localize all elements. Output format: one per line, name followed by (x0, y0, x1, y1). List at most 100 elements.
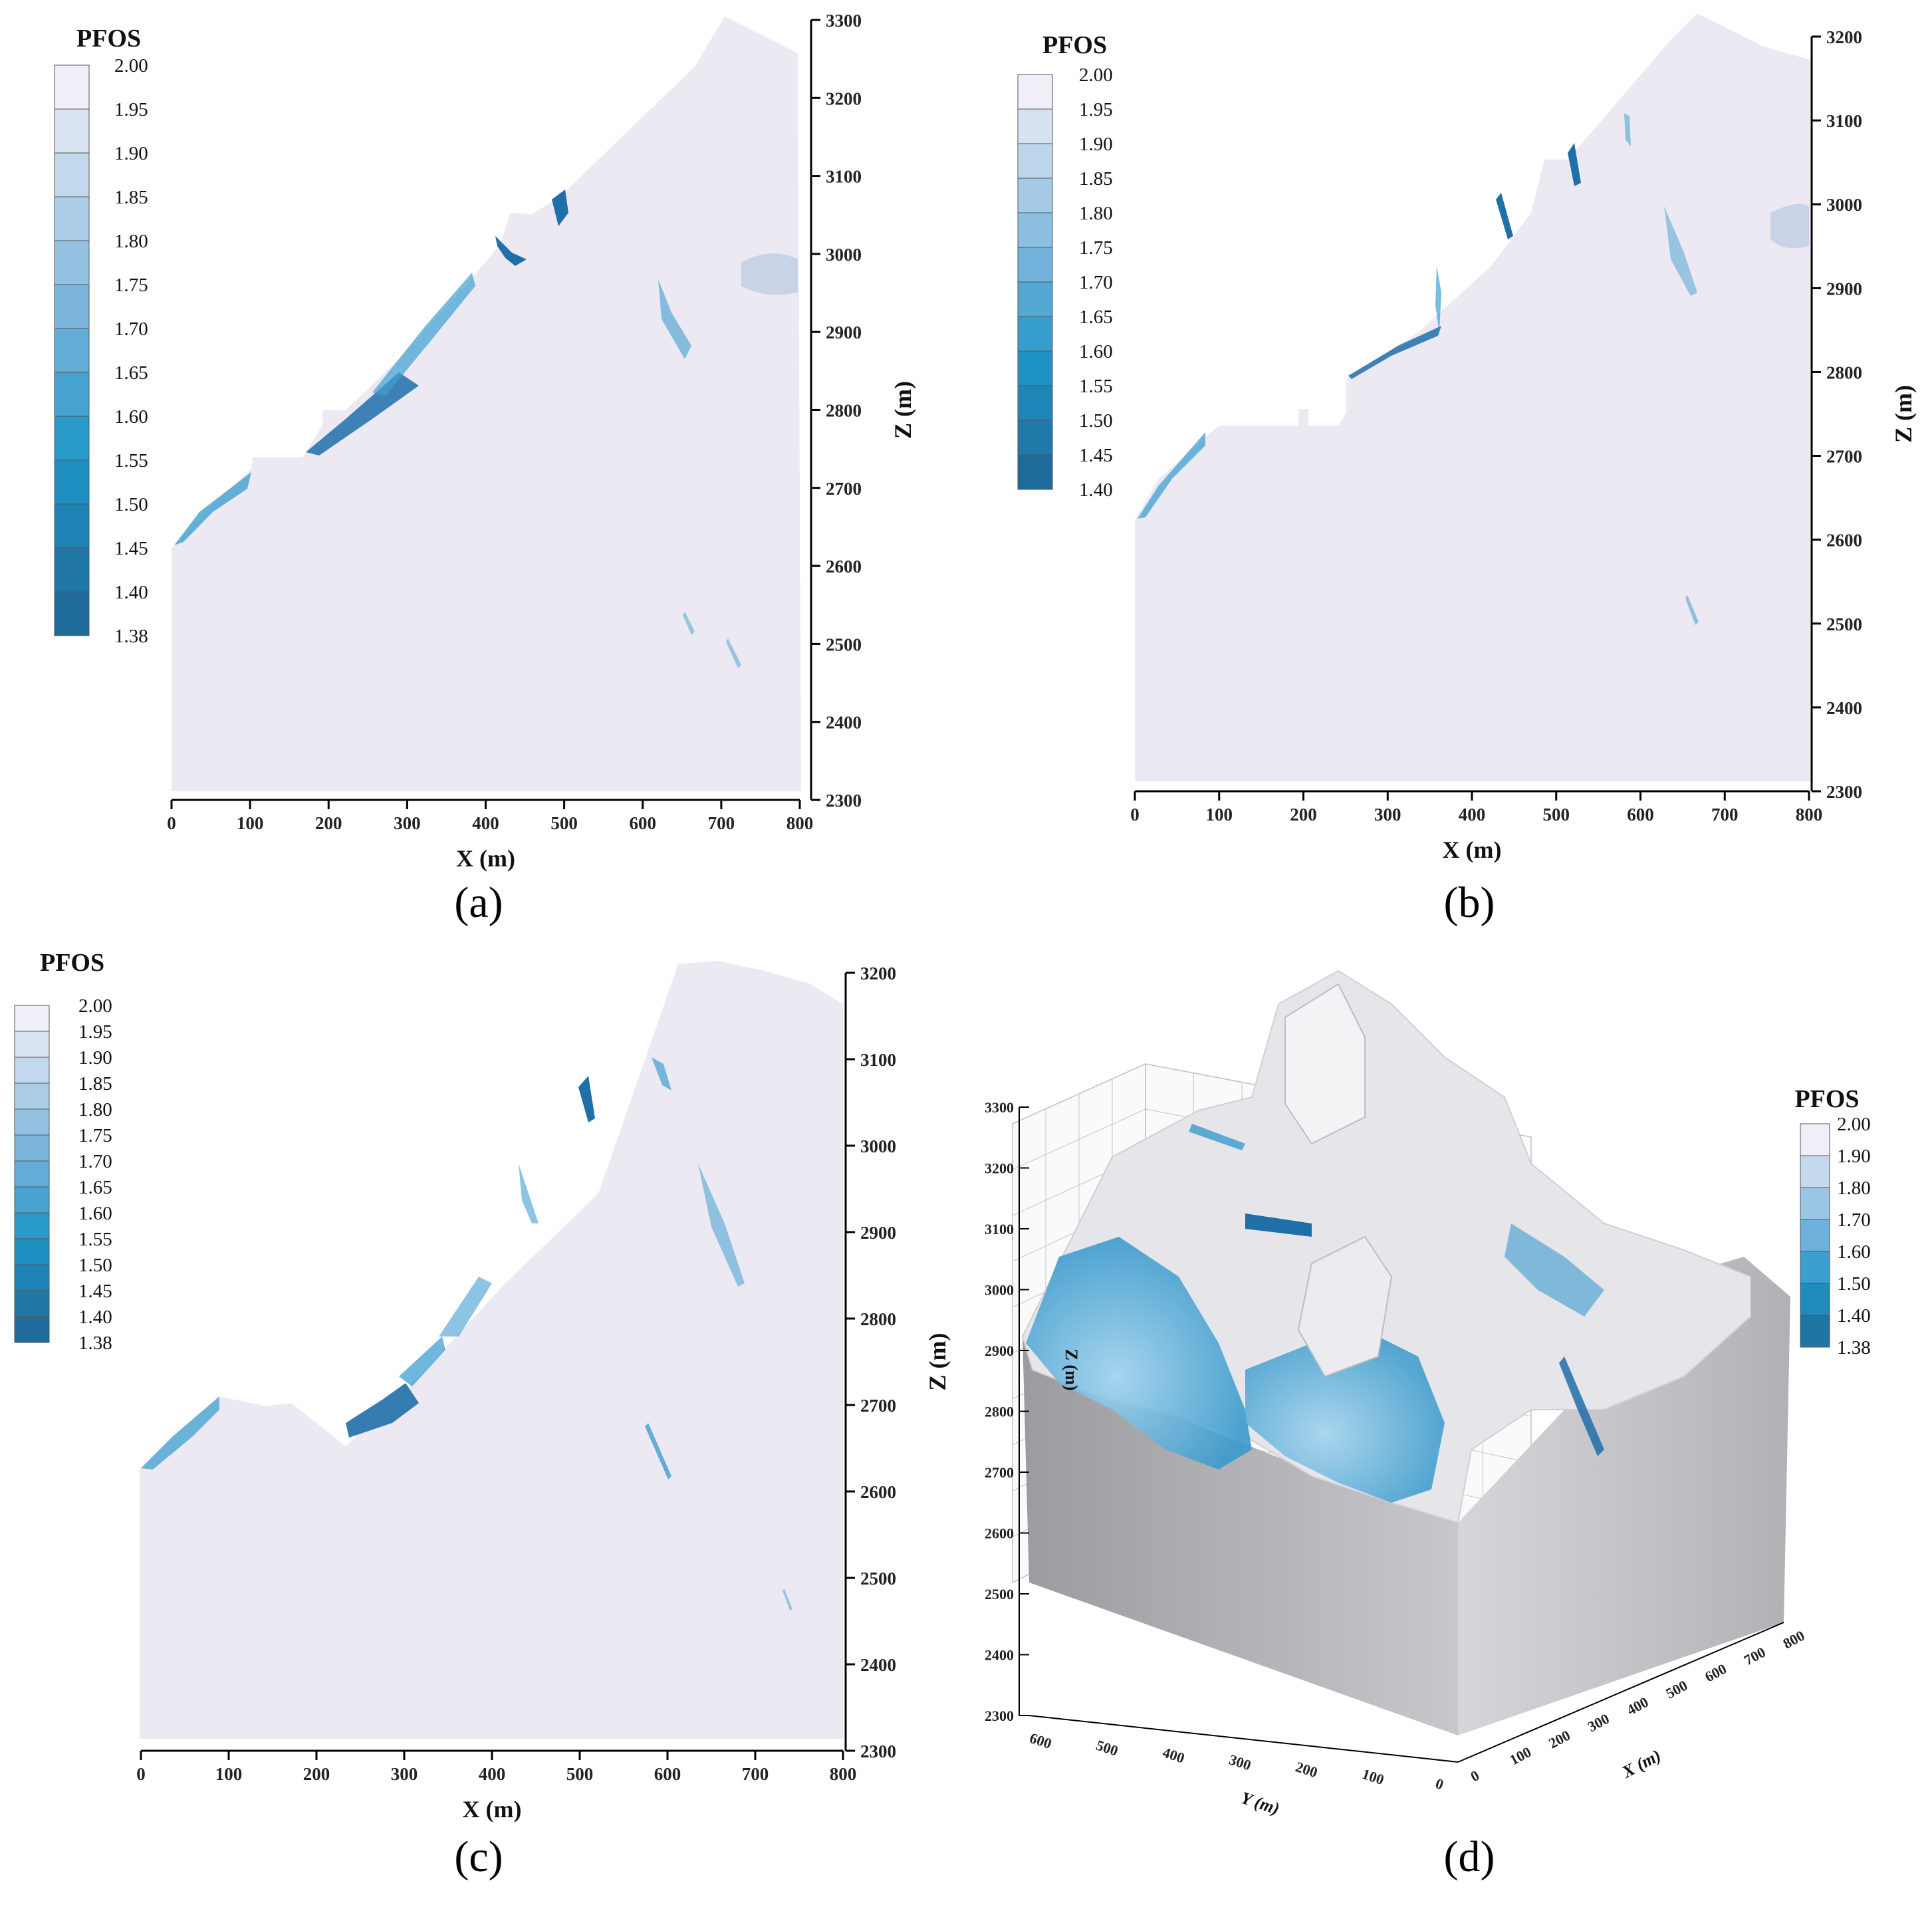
z-tick-label: 3300 (826, 11, 862, 31)
colorbar-label: 1.80 (1079, 203, 1113, 224)
z-tick-label: 2500 (1826, 614, 1862, 634)
colorbar-title-b: PFOS (1042, 31, 1107, 59)
colorbar-label: 2.00 (1079, 64, 1113, 86)
z-tick-label: 2800 (985, 1404, 1014, 1420)
colorbar-label: 1.75 (114, 275, 148, 296)
z-tick-label: 2300 (826, 791, 862, 811)
z-tick-label: 2800 (826, 401, 862, 421)
colorbar-swatch (54, 416, 90, 461)
colorbar-label: 1.65 (78, 1177, 112, 1198)
axes-b: 0 100 200 300 400 500 600 700 800 X (m) 3200 3100 30… (1130, 27, 1917, 863)
colorbar-swatch (1017, 247, 1053, 283)
z-tick-label: 3100 (860, 1050, 896, 1070)
pfos-surface-zone-1 (1026, 1237, 1252, 1469)
colorbar-swatch (14, 1134, 50, 1162)
colorbar-label: 1.40 (1079, 479, 1113, 501)
z-tick-label: 2900 (860, 1223, 896, 1243)
colorbar-label: 1.60 (114, 406, 148, 428)
pfos-zone-c5 (578, 1076, 595, 1122)
z-tick-label: 2300 (860, 1741, 896, 1761)
colorbar-swatch (54, 284, 90, 329)
x-tick-label: 300 (391, 1764, 418, 1784)
colorbar-label: 1.60 (1837, 1241, 1871, 1263)
colorbar-swatch (14, 1057, 50, 1084)
x-axis-label: X (m) (1618, 1745, 1664, 1782)
y-axis-label: Y (m) (1239, 1788, 1282, 1819)
panel-b: PFOS 2.00 1.95 1.90 1.85 1.80 1.75 1.70 1.65 1.6… (966, 0, 1932, 931)
x-tick-label: 800 (830, 1764, 857, 1784)
x-tick-label: 400 (1624, 1694, 1651, 1719)
colorbar-label: 1.65 (114, 362, 148, 384)
colorbar-swatch (1017, 143, 1053, 179)
colorbar-label: 2.00 (1837, 1114, 1871, 1135)
colorbar-swatch (1017, 385, 1053, 421)
x-tick-label: 0 (136, 1764, 146, 1784)
pfos-zone-a3 (372, 273, 475, 396)
scarp-upper (1284, 983, 1366, 1145)
colorbar-label: 1.65 (1079, 307, 1113, 328)
slope-profile-a (172, 17, 801, 791)
z-tick-label: 2400 (985, 1647, 1014, 1664)
colorbar-label: 1.55 (78, 1229, 112, 1250)
pfos-zone-c7 (519, 1164, 539, 1223)
x-tick-label: 800 (1796, 805, 1823, 825)
colorbar-swatch (54, 196, 90, 241)
colorbar-swatch (14, 1005, 50, 1032)
colorbar-label: 1.70 (114, 319, 148, 340)
axes-d: 3300320031003000290028002700260025002400… (985, 1099, 1807, 1819)
colorbar-title-a: PFOS (76, 25, 141, 53)
colorbar-swatch (1017, 74, 1053, 110)
block-right-face (1458, 1257, 1790, 1735)
colorbar-swatch (14, 1031, 50, 1058)
pfos-zone-c3 (399, 1337, 445, 1386)
z-axis-label: Z (m) (1890, 385, 1917, 443)
z-tick-label: 2700 (860, 1396, 896, 1416)
z-tick-label: 2600 (1826, 531, 1862, 551)
colorbar-label: 1.95 (114, 99, 148, 120)
pfos-zone-b3 (1435, 266, 1441, 332)
colorbar-swatch (14, 1290, 50, 1317)
z-axis-label: Z (m) (890, 381, 916, 439)
y-tick-label: 300 (1227, 1751, 1253, 1773)
colorbar-swatch (1017, 316, 1053, 352)
colorbar-swatch (14, 1108, 50, 1136)
pfos-zone-b6 (1624, 113, 1631, 146)
x-tick-label: 600 (1627, 805, 1654, 825)
z-tick-label: 3300 (985, 1099, 1014, 1116)
x-tick-label: 700 (742, 1764, 769, 1784)
x-tick-label: 600 (654, 1764, 681, 1784)
colorbar-swatch (54, 240, 90, 285)
colorbar-label: 1.38 (114, 626, 148, 647)
panel-d-plot: 3300320031003000290028002700260025002400… (985, 969, 1871, 1819)
x-tick-label: 200 (1290, 805, 1317, 825)
pfos-zone-a6 (658, 279, 691, 359)
colorbar-label: 1.70 (78, 1151, 112, 1172)
z-tick-label: 3100 (826, 167, 862, 187)
x-tick-label: 200 (303, 1764, 330, 1784)
colorbar-swatch (54, 108, 90, 154)
colorbar-swatch (1800, 1187, 1830, 1220)
colorbar-label: 1.75 (1079, 237, 1113, 259)
colorbar-label: 1.90 (78, 1047, 112, 1069)
colorbar-swatch (54, 503, 90, 549)
z-axis-label: Z (m) (924, 1333, 951, 1391)
pfos-zone-a4 (495, 236, 527, 266)
pfos-zone-c4 (439, 1277, 492, 1337)
colorbar-label: 1.50 (114, 494, 148, 515)
x-tick-label: 700 (1741, 1644, 1768, 1669)
colorbar-label: 1.85 (1079, 168, 1113, 190)
z-tick-label: 3100 (1826, 111, 1862, 131)
y-tick-label: 100 (1360, 1765, 1386, 1788)
colorbar-title-c: PFOS (40, 949, 104, 977)
pfos-surface-zone-6 (1559, 1356, 1604, 1456)
caption-d: (d) (1443, 1833, 1495, 1881)
colorbar-label: 1.50 (1079, 410, 1113, 432)
colorbar-swatch (14, 1264, 50, 1291)
x-tick-label: 700 (708, 813, 735, 833)
x-tick-label: 500 (566, 1764, 594, 1784)
z-tick-label: 2600 (826, 557, 862, 576)
colorbar-swatch (54, 372, 90, 417)
colorbar-swatch (14, 1186, 50, 1213)
x-axis-label: X (m) (456, 845, 515, 872)
colorbar-label: 1.40 (114, 582, 148, 603)
